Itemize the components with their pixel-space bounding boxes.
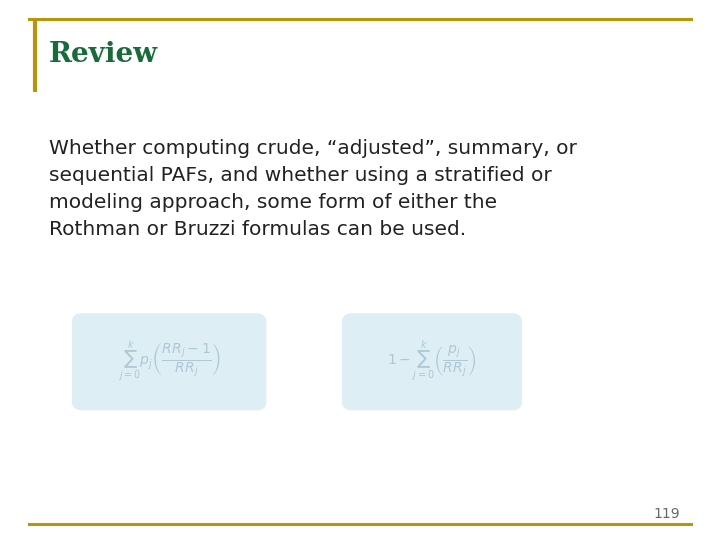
Text: Review: Review xyxy=(49,40,158,68)
Text: 119: 119 xyxy=(654,507,680,521)
Text: $1 - \sum_{j=0}^{k} \left(\dfrac{p_j}{RR_j}\right)$: $1 - \sum_{j=0}^{k} \left(\dfrac{p_j}{RR… xyxy=(387,339,477,384)
FancyBboxPatch shape xyxy=(72,313,266,410)
Text: $\sum_{j=0}^{k} p_j \left(\dfrac{RR_j-1}{RR_j}\right)$: $\sum_{j=0}^{k} p_j \left(\dfrac{RR_j-1}… xyxy=(117,339,221,384)
FancyBboxPatch shape xyxy=(342,313,522,410)
Text: Whether computing crude, “adjusted”, summary, or
sequential PAFs, and whether us: Whether computing crude, “adjusted”, sum… xyxy=(49,139,577,239)
